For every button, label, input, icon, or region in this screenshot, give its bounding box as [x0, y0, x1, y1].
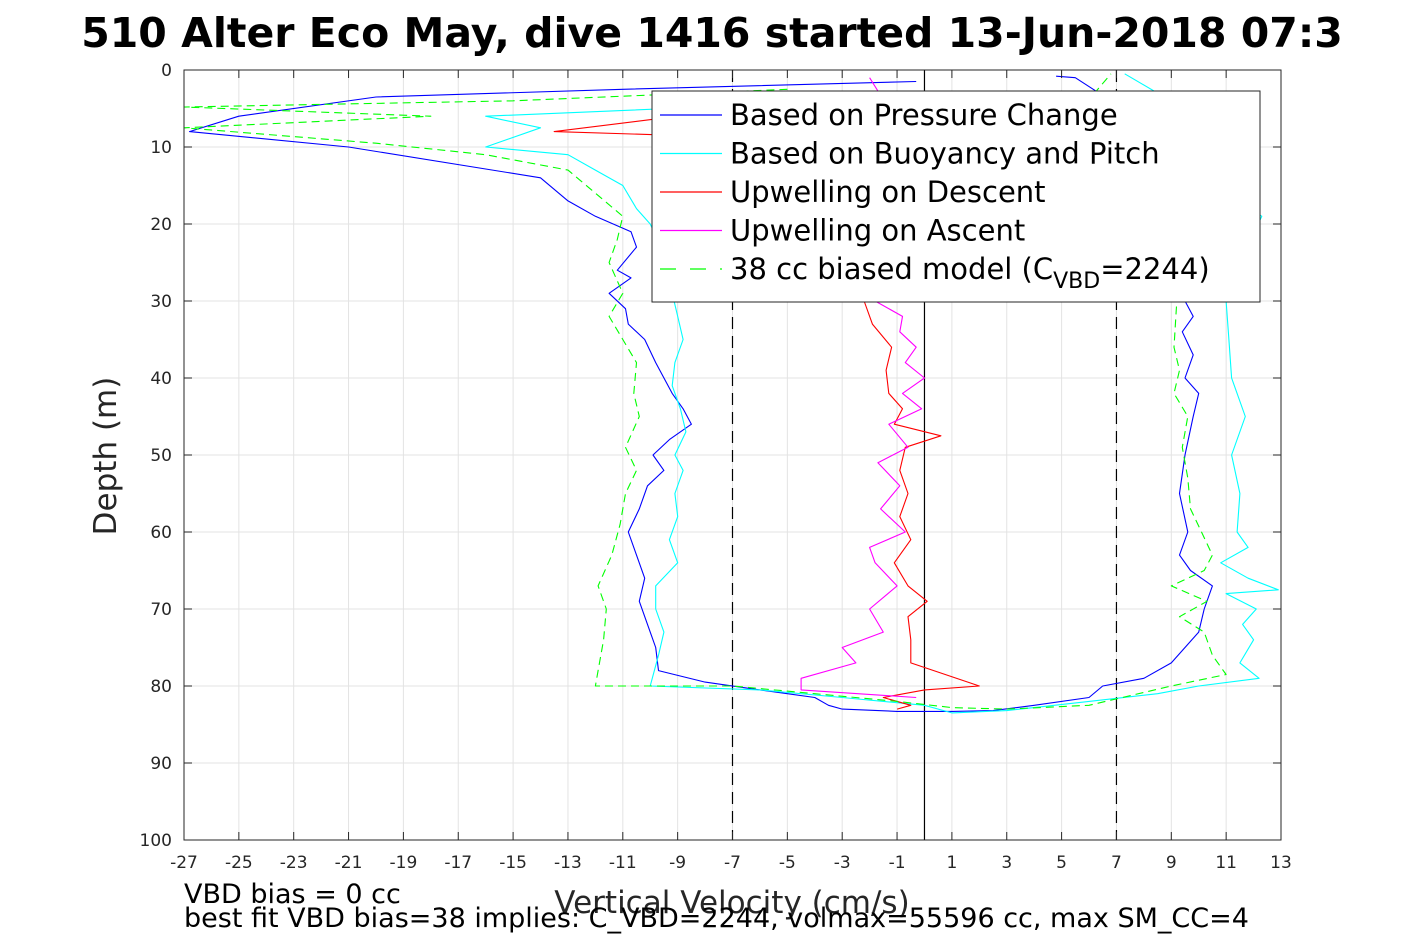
annotation-vbd-bias: VBD bias = 0 cc	[184, 879, 401, 910]
y-tick-label: 60	[150, 523, 172, 543]
x-tick-label: -25	[225, 853, 253, 873]
x-tick-label: -23	[280, 853, 308, 873]
x-tick-label: 3	[1001, 853, 1012, 873]
y-tick-label: 50	[150, 446, 172, 466]
legend-label-subscript: VBD	[1053, 269, 1100, 294]
annotation-best-fit: best fit VBD bias=38 implies: C_VBD=2244…	[184, 903, 1249, 934]
legend-label: Based on Buoyancy and Pitch	[730, 137, 1160, 171]
x-tick-label: -13	[554, 853, 582, 873]
y-tick-label: 10	[150, 138, 172, 158]
x-tick-label: -1	[889, 853, 906, 873]
x-tick-label: 1	[946, 853, 957, 873]
x-tick-label: -7	[724, 853, 741, 873]
x-axis-label: Vertical Velocity (cm/s)	[554, 885, 909, 921]
x-tick-label: -5	[779, 853, 796, 873]
x-tick-label: -15	[499, 853, 527, 873]
y-tick-label: 100	[140, 831, 172, 851]
legend-label: Upwelling on Descent	[730, 175, 1046, 209]
y-tick-label: 90	[150, 754, 172, 774]
y-axis-label: Depth (m)	[88, 377, 124, 536]
chart-title: 510 Alter Eco May, dive 1416 started 13-…	[81, 9, 1343, 57]
x-tick-label: 13	[1270, 853, 1292, 873]
y-tick-label: 80	[150, 677, 172, 697]
legend-label-part: 38 cc biased model (C	[730, 252, 1053, 286]
x-axis-ticks: -27 -25 -23 -21 -19 -17 -15 -13 -11 -9 -7 -5 -3 -1 1 3 5…	[170, 70, 1292, 873]
y-tick-label: 70	[150, 600, 172, 620]
x-tick-label: -21	[335, 853, 363, 873]
legend: Based on Pressure Change Based on Buoyanc…	[651, 90, 1261, 303]
y-tick-label: 40	[150, 369, 172, 389]
x-tick-label: -19	[390, 853, 418, 873]
x-tick-label: 5	[1056, 853, 1067, 873]
legend-label: 38 cc biased model (CVBD=2244)	[730, 252, 1210, 294]
x-tick-label: -17	[444, 853, 472, 873]
x-tick-label: -3	[834, 853, 851, 873]
y-tick-label: 0	[161, 61, 172, 81]
y-axis-ticks: 0 10 20 30 40 50 60 70 80 90 100	[140, 61, 1281, 851]
x-tick-label: -27	[170, 853, 198, 873]
series-line-4	[800, 77, 926, 699]
x-tick-label: -11	[609, 853, 637, 873]
legend-label: Based on Pressure Change	[730, 98, 1118, 132]
legend-box	[651, 90, 1261, 303]
series-line-5	[183, 73, 1227, 710]
series-line-1	[188, 75, 1213, 712]
x-tick-label: 9	[1166, 853, 1177, 873]
legend-label-part: =2244)	[1100, 252, 1209, 286]
y-tick-label: 30	[150, 292, 172, 312]
x-tick-label: 11	[1215, 853, 1237, 873]
y-tick-label: 20	[150, 215, 172, 235]
x-tick-label: -9	[669, 853, 686, 873]
x-tick-label: 7	[1111, 853, 1122, 873]
legend-label: Upwelling on Ascent	[730, 214, 1025, 248]
